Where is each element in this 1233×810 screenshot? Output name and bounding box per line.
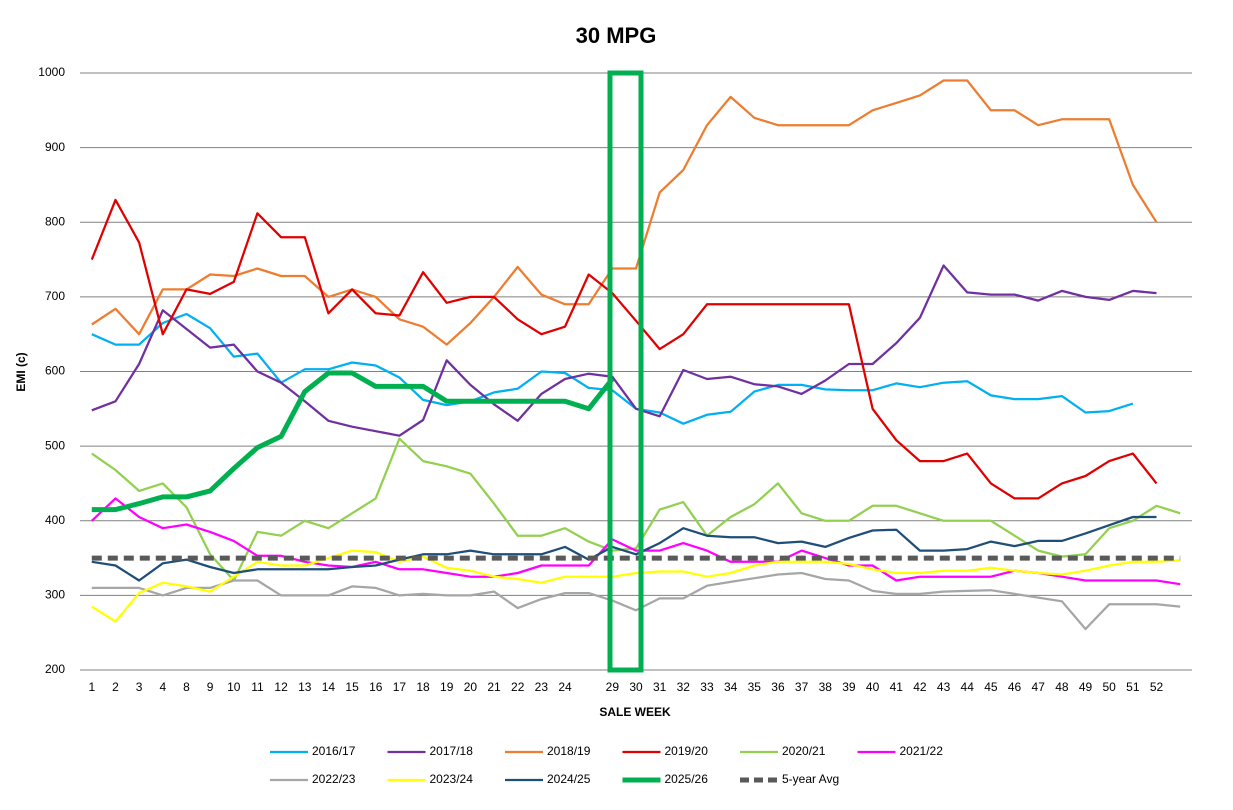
legend-label: 2016/17 [312, 744, 356, 758]
x-tick-label: 10 [227, 680, 241, 694]
series-line [91, 264, 1157, 437]
x-tick-label: 49 [1079, 680, 1093, 694]
x-tick-label: 51 [1126, 680, 1140, 694]
legend-item: 5-year Avg [740, 772, 839, 786]
x-tick-label: 29 [606, 680, 620, 694]
series-line [91, 79, 1158, 346]
x-tick-label: 23 [535, 680, 549, 694]
x-tick-label: 2 [112, 680, 119, 694]
series-line [90, 198, 1158, 500]
chart-title: 30 MPG [576, 23, 657, 48]
y-tick-label: 300 [45, 588, 65, 602]
series-line [91, 515, 1157, 582]
x-tick-label: 14 [322, 680, 336, 694]
x-tick-label: 46 [1008, 680, 1022, 694]
legend-label: 2017/18 [430, 744, 474, 758]
legend-item: 2021/22 [857, 744, 944, 758]
x-tick-label: 48 [1055, 680, 1069, 694]
legend-item: 2017/18 [387, 744, 474, 758]
y-tick-label: 400 [45, 513, 65, 527]
x-tick-label: 4 [159, 680, 166, 694]
y-tick-label: 600 [45, 364, 65, 378]
x-tick-label: 8 [183, 680, 190, 694]
legend-label: 2019/20 [665, 744, 709, 758]
x-tick-label: 22 [511, 680, 525, 694]
x-tick-label: 41 [890, 680, 904, 694]
legend-item: 2022/23 [270, 772, 356, 786]
x-tick-label: 44 [961, 680, 975, 694]
x-tick-label: 32 [677, 680, 691, 694]
x-tick-label: 3 [136, 680, 143, 694]
x-tick-label: 1 [88, 680, 95, 694]
series-line [91, 437, 1181, 582]
x-axis-title: SALE WEEK [599, 705, 671, 719]
legend-item: 2023/24 [387, 772, 474, 786]
legend-item: 2018/19 [505, 744, 591, 758]
legend-label: 2023/24 [430, 772, 474, 786]
legend-label: 2024/25 [547, 772, 591, 786]
series-line [91, 370, 615, 513]
series-line [91, 549, 1181, 623]
legend-label: 2020/21 [782, 744, 826, 758]
legend-item: 2020/21 [740, 744, 826, 758]
legend-item: 2024/25 [505, 772, 591, 786]
y-tick-label: 200 [45, 662, 65, 676]
x-tick-label: 39 [842, 680, 856, 694]
legend-item: 2019/20 [622, 744, 709, 758]
legend-item: 2016/17 [270, 744, 356, 758]
x-tick-label: 24 [558, 680, 572, 694]
legend-label: 2025/26 [665, 772, 709, 786]
x-tick-label: 31 [653, 680, 667, 694]
x-tick-label: 16 [369, 680, 383, 694]
y-axis-title: EMI (c) [14, 352, 28, 391]
y-tick-label: 700 [45, 289, 65, 303]
x-tick-label: 47 [1032, 680, 1046, 694]
y-tick-label: 800 [45, 214, 65, 228]
x-tick-label: 50 [1103, 680, 1117, 694]
x-tick-label: 36 [771, 680, 785, 694]
highlight-box [607, 70, 644, 673]
y-tick-label: 900 [45, 140, 65, 154]
legend-label: 2018/19 [547, 744, 591, 758]
x-tick-label: 40 [866, 680, 880, 694]
x-tick-label: 43 [937, 680, 951, 694]
x-tick-label: 34 [724, 680, 738, 694]
x-tick-label: 15 [345, 680, 359, 694]
x-tick-label: 13 [298, 680, 312, 694]
x-tick-label: 37 [795, 680, 809, 694]
x-tick-label: 42 [913, 680, 927, 694]
x-tick-label: 19 [440, 680, 454, 694]
legend-item: 2025/26 [622, 772, 709, 786]
x-tick-label: 12 [274, 680, 288, 694]
legend-label: 2021/22 [900, 744, 944, 758]
y-tick-label: 500 [45, 438, 65, 452]
x-tick-label: 9 [207, 680, 214, 694]
x-tick-label: 33 [700, 680, 714, 694]
x-tick-label: 38 [819, 680, 833, 694]
x-tick-label: 11 [251, 680, 264, 694]
y-tick-label: 1000 [38, 65, 65, 79]
x-tick-label: 45 [984, 680, 998, 694]
x-tick-label: 21 [487, 680, 501, 694]
x-tick-label: 20 [464, 680, 478, 694]
series-line [91, 571, 1181, 631]
x-tick-label: 30 [629, 680, 643, 694]
x-tick-label: 17 [393, 680, 407, 694]
x-tick-label: 35 [748, 680, 762, 694]
legend-label: 5-year Avg [782, 772, 839, 786]
x-tick-label: 52 [1150, 680, 1164, 694]
legend-label: 2022/23 [312, 772, 356, 786]
x-tick-label: 18 [416, 680, 430, 694]
